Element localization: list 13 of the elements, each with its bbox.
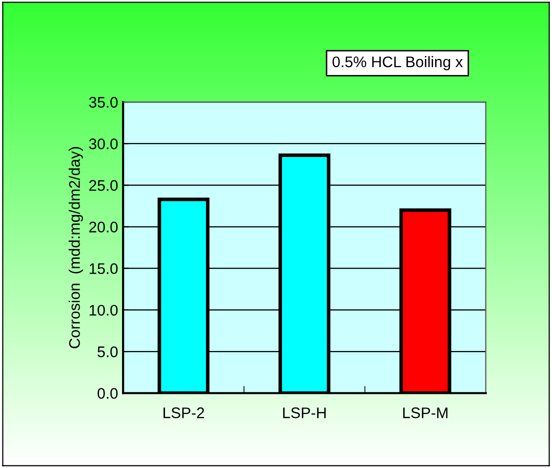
y-tick-label: 15.0: [90, 263, 118, 274]
x-tick-label: LSP-M: [403, 407, 448, 418]
chart-title: 0.5% HCL Boiling x: [332, 56, 463, 70]
y-axis-title: Corrosion (mdd:mg/dm2/day): [68, 147, 83, 348]
y-tick-label: 30.0: [89, 138, 118, 150]
y-tick-label: 25.0: [89, 180, 118, 191]
y-tick-label: 20.0: [89, 222, 118, 232]
y-tick-label: 5.0: [98, 346, 118, 358]
y-tick-label: 0.0: [98, 388, 118, 399]
y-tick-label: 10.0: [90, 304, 118, 316]
x-tick-label: LSP-H: [283, 407, 326, 418]
y-tick-label: 35.0: [89, 96, 118, 108]
x-tick-label: LSP-2: [164, 407, 204, 418]
